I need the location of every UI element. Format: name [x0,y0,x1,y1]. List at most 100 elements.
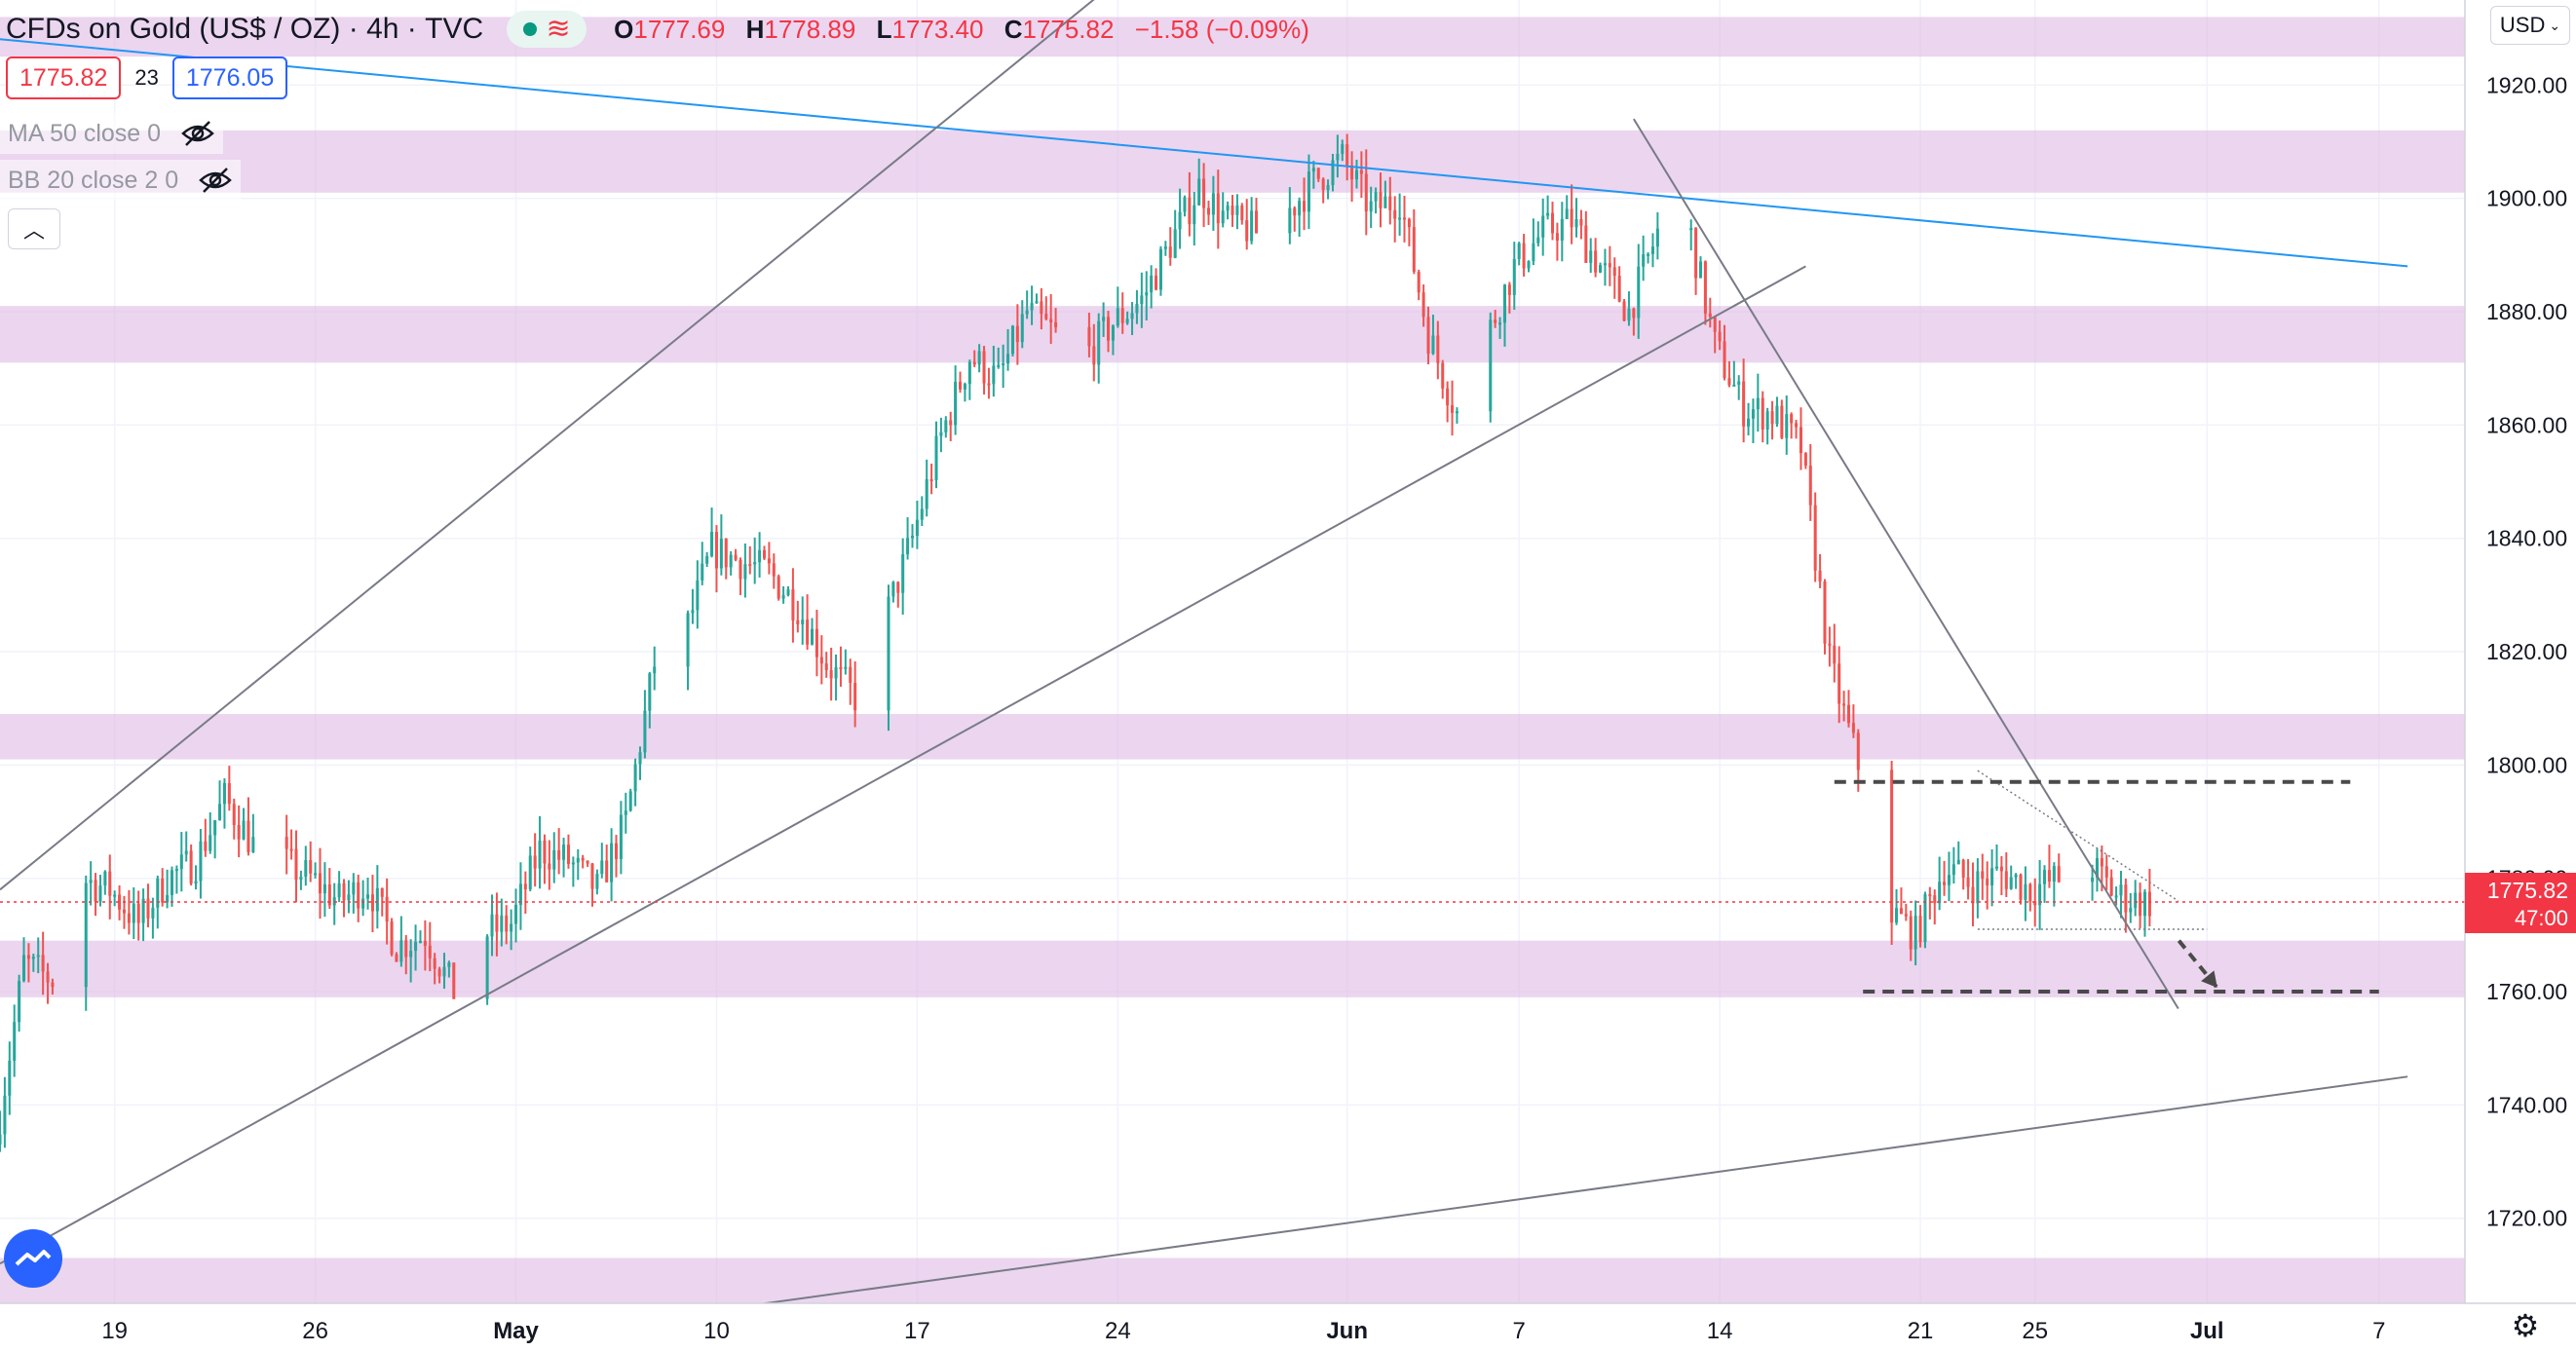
interval-label[interactable]: 4h [366,13,399,45]
candle-body [1737,381,1741,385]
candle-body [1938,882,1942,904]
candle [318,847,322,920]
candle [366,878,370,910]
candle-body [729,554,733,568]
symbol-title[interactable]: CFDs on Gold (US$ / OZ) [6,13,341,45]
candle [103,870,107,895]
candle [2147,868,2151,927]
candle [1020,300,1024,349]
candle-body [614,843,619,859]
candle-body [734,554,738,560]
candle-body [581,857,585,861]
buy-price-button[interactable]: 1776.05 [171,56,288,99]
candle-body [2100,858,2103,867]
candle [21,937,26,983]
sell-price-button[interactable]: 1775.82 [6,56,122,99]
candle [8,1041,12,1115]
price-tick-label: 1820.00 [2486,639,2567,664]
candle [1341,139,1345,162]
candle [1226,201,1230,220]
candle [1455,407,1458,424]
candle-body [314,873,318,876]
candle-body [1040,301,1043,315]
candle-body [84,883,88,988]
candle-body [1226,206,1230,211]
indicator-ma[interactable]: MA 50 close 0 [0,113,224,154]
candle [753,537,757,584]
candle [1647,252,1650,264]
candle-body [1150,275,1154,293]
candle [218,780,222,821]
candle-body [1856,732,1860,770]
currency-selector[interactable]: USD ⌄ [2490,6,2570,45]
candle-body [1527,261,1531,269]
tradingview-logo-icon[interactable] [4,1229,62,1288]
eye-hidden-icon[interactable] [180,119,215,148]
candle-body [1895,908,1899,923]
candle [1393,196,1397,243]
candlesticks [0,133,2151,1152]
gear-icon[interactable]: ⚙ [2511,1308,2540,1343]
candle [548,840,551,890]
candle-body [1054,321,1058,327]
candle-body [1589,250,1593,263]
candle-body [1111,325,1115,341]
candle-body [1632,308,1636,319]
grid-lines [0,0,2465,1303]
indicator-bb[interactable]: BB 20 close 2 0 [0,160,242,201]
low-value: 1773.40 [891,14,984,44]
candle-body [997,364,1001,367]
candle-body [1742,381,1746,427]
candle-body [1560,218,1564,241]
candle [304,845,308,886]
high-label: H [745,14,765,44]
candle-body [2043,870,2047,884]
candle-body [1331,160,1335,186]
candle [98,875,102,907]
candle-body [653,666,657,674]
candle [762,545,767,561]
candle [170,866,174,907]
candle-body [896,582,900,593]
candle-body [987,383,991,386]
eye-hidden-icon[interactable] [198,166,233,195]
candle-body [2033,901,2037,906]
time-tick-label: 7 [2372,1318,2385,1344]
candle [1407,217,1411,246]
candle [1326,179,1330,200]
candle [1976,858,1980,919]
candle-body [1550,212,1555,234]
price-tick-label: 1760.00 [2486,979,2567,1004]
candle [1565,195,1569,220]
candle-body [891,582,895,597]
collapse-legend-button[interactable]: ︿ [8,208,60,249]
candle [370,875,374,933]
candle-body [2019,874,2023,900]
candle [906,517,910,560]
candle-body [113,894,117,897]
price-tick-label: 1740.00 [2486,1092,2567,1117]
time-tick-label: 14 [1707,1318,1733,1344]
candle-body [834,667,838,679]
candle-body [127,913,131,923]
candle [777,574,780,601]
candle-body [796,620,800,625]
candle-body [1441,362,1445,389]
candle [1617,266,1621,303]
time-tick-label: 25 [2022,1318,2048,1344]
candle [528,846,532,892]
candle-body [1971,886,1975,904]
candle-body [2104,866,2108,878]
candle [1163,241,1167,256]
candle-body [1986,879,1989,885]
candle-body [777,576,780,599]
candle [113,890,117,907]
candle [2104,854,2108,890]
candle [13,1004,17,1077]
candle-body [643,710,647,753]
candle [1899,887,1903,915]
market-status-toggle[interactable]: ≋ [507,11,587,48]
candle [1747,402,1751,435]
candle [758,532,762,578]
